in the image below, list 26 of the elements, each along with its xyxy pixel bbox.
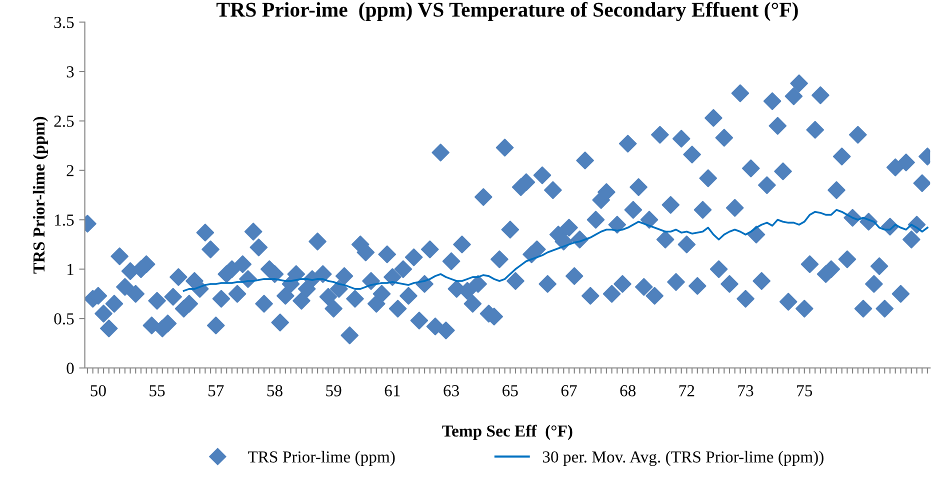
x-tick-label: 65 [502, 385, 518, 396]
y-tick-label: 3.5 [54, 16, 74, 28]
y-tick-label: 0 [66, 362, 74, 374]
x-tick-label: 67 [561, 385, 577, 396]
x-tick-label: 58 [267, 385, 282, 396]
x-tick-label: 73 [738, 385, 754, 396]
y-tick-label: 2.5 [54, 116, 74, 127]
y-tick-label: 0.5 [54, 313, 74, 325]
x-tick-label: 68 [620, 385, 636, 396]
legend-label: TRS Prior-lime (ppm) [248, 450, 395, 466]
x-tick-label: 75 [797, 385, 812, 396]
y-tick-label: 3 [66, 66, 74, 78]
x-tick-label: 50 [90, 385, 106, 396]
x-tick-label: 57 [208, 385, 224, 396]
y-axis-title: TRS Prior-lime (ppm) [32, 116, 48, 274]
x-tick-label: 72 [679, 385, 694, 396]
y-tick-label: 1.5 [55, 214, 74, 226]
y-tick-label: 2 [66, 165, 74, 176]
x-axis-title: Temp Sec Eff (°F) [442, 424, 572, 440]
x-tick-label: 61 [384, 385, 400, 396]
x-tick-label: 55 [150, 385, 165, 396]
chart-title: TRS Prior-ime (ppm) VS Temperature of Secondary Effuent (°F) [216, 2, 798, 22]
y-tick-label: 1 [68, 264, 74, 275]
x-tick-label: 63 [444, 385, 459, 396]
x-tick-label: 59 [326, 385, 342, 396]
legend-label: 30 per. Mov. Avg. (TRS Prior-lime (ppm)) [542, 450, 824, 466]
